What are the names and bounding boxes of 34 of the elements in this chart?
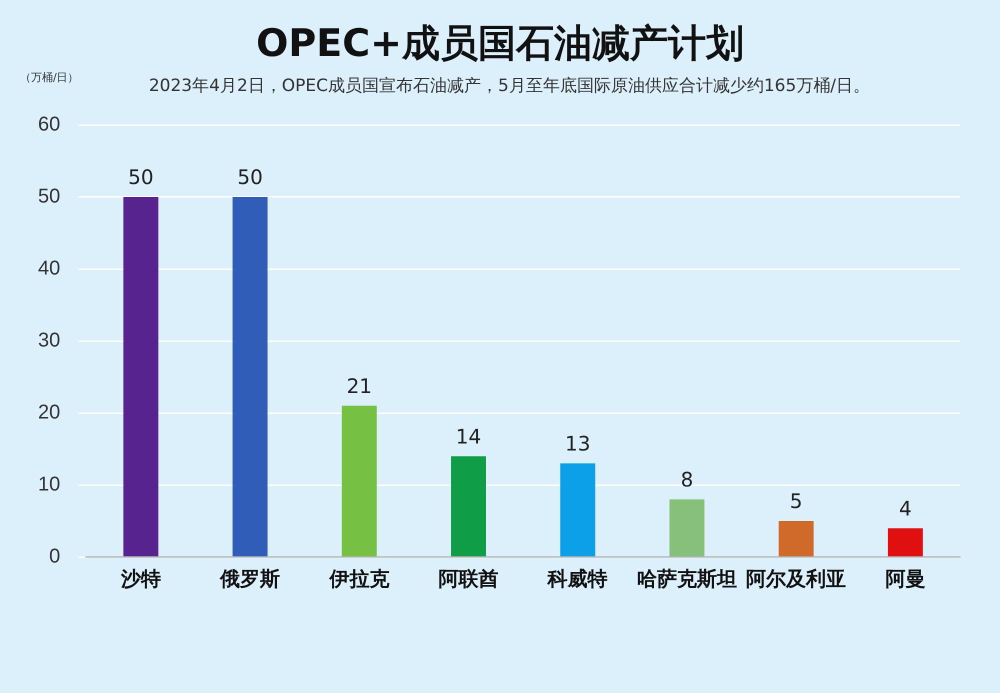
bar [451,456,486,556]
x-tick-label: 沙特 [120,568,161,591]
x-tick-label: 阿联酋 [438,568,499,591]
data-label: 50 [128,165,154,190]
data-label: 21 [346,374,372,398]
bar [342,406,377,556]
y-tick-label: 0 [49,546,60,568]
x-tick-label: 阿曼 [885,568,926,591]
bar [888,528,923,556]
data-label: 4 [899,496,912,520]
y-tick-label: 50 [38,186,60,208]
y-axis-title: （万桶/日） [20,70,79,85]
x-tick-label: 俄罗斯 [219,568,280,591]
bar [778,521,814,556]
bar [560,463,596,556]
bar [123,197,158,556]
data-label: 5 [790,489,803,514]
bar [669,499,704,556]
x-tick-label: 哈萨克斯坦 [636,568,737,591]
x-tick-label: 科威特 [546,568,608,591]
data-label: 14 [456,424,482,448]
y-tick-label: 20 [38,402,60,424]
data-label: 8 [680,468,694,492]
x-tick-label: 伊拉克 [328,568,390,591]
chart-title: OPEC+成员国石油减产计划 [255,20,745,67]
y-tick-label: 60 [38,114,60,136]
y-tick-label: 30 [38,330,60,352]
x-tick-label: 阿尔及利亚 [746,568,846,591]
y-tick-label: 10 [38,474,60,496]
data-label: 13 [565,432,590,456]
chart-subtitle: 2023年4月2日，OPEC成员国宣布石油减产，5月至年底国际原油供应合计减少约165万桶/日。 [148,75,870,97]
y-tick-label: 40 [38,258,60,280]
bar [232,197,268,556]
data-label: 50 [237,165,263,190]
